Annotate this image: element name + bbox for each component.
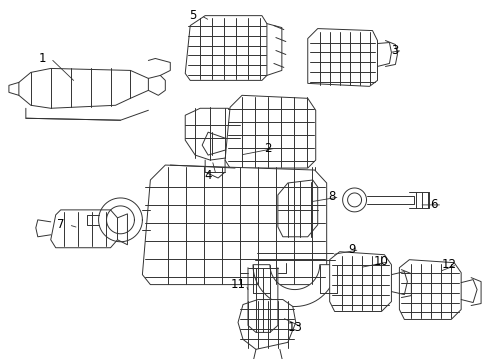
Text: 1: 1 bbox=[39, 52, 46, 65]
Polygon shape bbox=[252, 265, 336, 306]
Polygon shape bbox=[277, 180, 317, 237]
Polygon shape bbox=[19, 68, 148, 108]
Text: 7: 7 bbox=[57, 218, 64, 231]
Text: 9: 9 bbox=[347, 243, 355, 256]
Text: 4: 4 bbox=[204, 168, 211, 181]
Text: 12: 12 bbox=[441, 258, 456, 271]
Polygon shape bbox=[307, 28, 377, 86]
Polygon shape bbox=[142, 165, 326, 285]
Text: 5: 5 bbox=[189, 9, 197, 22]
Text: 6: 6 bbox=[429, 198, 437, 211]
Text: 13: 13 bbox=[287, 321, 302, 334]
Text: 2: 2 bbox=[264, 141, 271, 155]
Text: 8: 8 bbox=[327, 190, 335, 203]
Polygon shape bbox=[51, 210, 117, 248]
Polygon shape bbox=[238, 300, 295, 349]
Text: 10: 10 bbox=[373, 255, 388, 268]
Polygon shape bbox=[224, 95, 315, 168]
Text: 3: 3 bbox=[390, 44, 397, 57]
Polygon shape bbox=[185, 15, 266, 80]
Polygon shape bbox=[399, 260, 460, 319]
Polygon shape bbox=[185, 108, 240, 160]
Polygon shape bbox=[329, 252, 390, 311]
Text: 11: 11 bbox=[230, 278, 245, 291]
